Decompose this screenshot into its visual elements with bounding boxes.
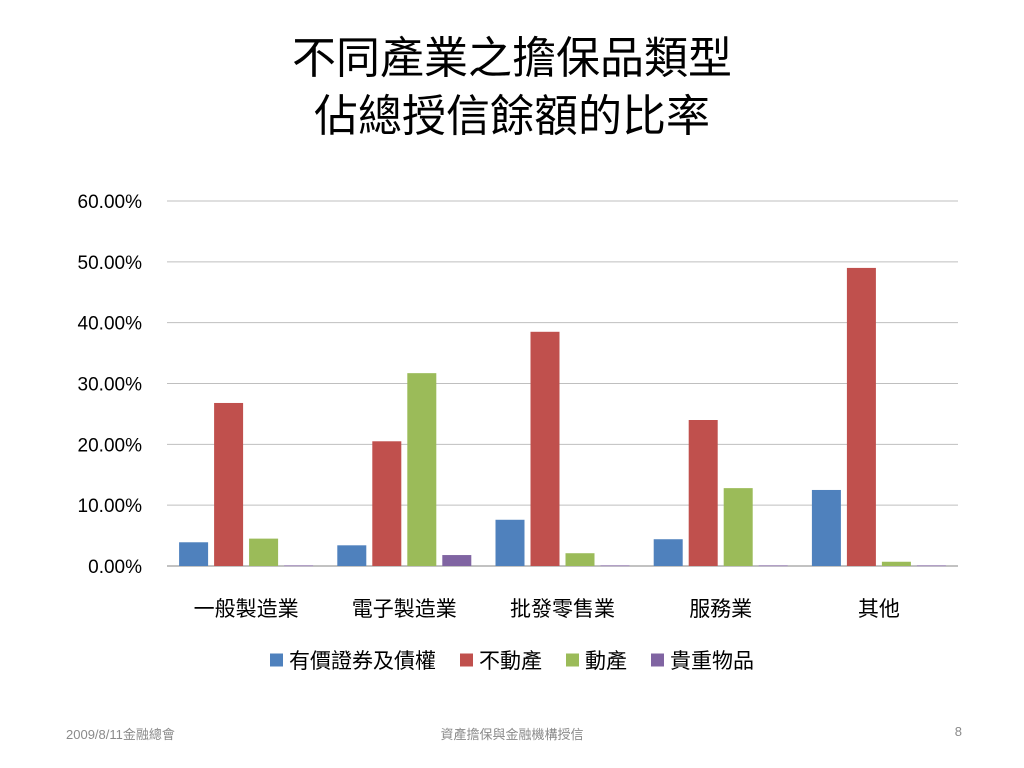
y-tick-label: 20.00% — [78, 435, 143, 456]
bar — [688, 420, 718, 566]
bar — [916, 565, 946, 567]
legend-label: 動產 — [585, 650, 627, 673]
bar — [179, 542, 209, 566]
bar — [249, 538, 279, 566]
bar — [881, 561, 911, 566]
bar — [337, 545, 367, 566]
bar — [284, 565, 314, 567]
legend-swatch — [651, 653, 664, 667]
x-category-label: 一般製造業 — [194, 598, 299, 621]
footer-page-number: 8 — [954, 724, 962, 739]
y-tick-label: 30.00% — [78, 375, 143, 396]
bar — [372, 441, 402, 566]
x-category-label: 服務業 — [689, 598, 752, 621]
y-tick-label: 10.00% — [78, 496, 143, 517]
bar — [600, 565, 630, 567]
bar — [653, 539, 683, 566]
slide-title-line-1: 不同產業之擔保品類型 — [292, 33, 732, 84]
legend-swatch — [566, 653, 579, 667]
legend-label: 有價證券及債權 — [289, 650, 436, 673]
bar — [495, 519, 525, 566]
legend-label: 不動產 — [479, 650, 542, 673]
footer-date-org: 2009/8/11金融總會 — [66, 727, 175, 742]
bar — [442, 555, 472, 566]
bar — [530, 331, 560, 566]
x-category-label: 批發零售業 — [510, 598, 615, 621]
bar — [723, 488, 753, 566]
y-tick-label: 40.00% — [78, 314, 143, 335]
y-tick-label: 60.00% — [78, 192, 143, 213]
bar — [565, 553, 595, 566]
y-tick-label: 50.00% — [78, 253, 143, 274]
bar — [758, 565, 788, 567]
bar — [846, 267, 876, 566]
legend-label: 貴重物品 — [670, 650, 754, 673]
y-tick-label: 0.00% — [88, 557, 142, 578]
x-category-label: 電子製造業 — [352, 598, 457, 621]
legend-swatch — [270, 653, 283, 667]
footer-presentation-title: 資產擔保與金融機構授信 — [440, 727, 584, 742]
slide-title-line-2: 佔總授信餘額的比率 — [314, 91, 710, 142]
bar — [811, 489, 841, 566]
bar — [407, 373, 437, 566]
legend-swatch — [460, 653, 473, 667]
x-category-label: 其他 — [858, 598, 900, 621]
slide-title: 不同產業之擔保品類型 佔總授信餘額的比率 — [0, 30, 1024, 146]
bar — [214, 402, 244, 566]
